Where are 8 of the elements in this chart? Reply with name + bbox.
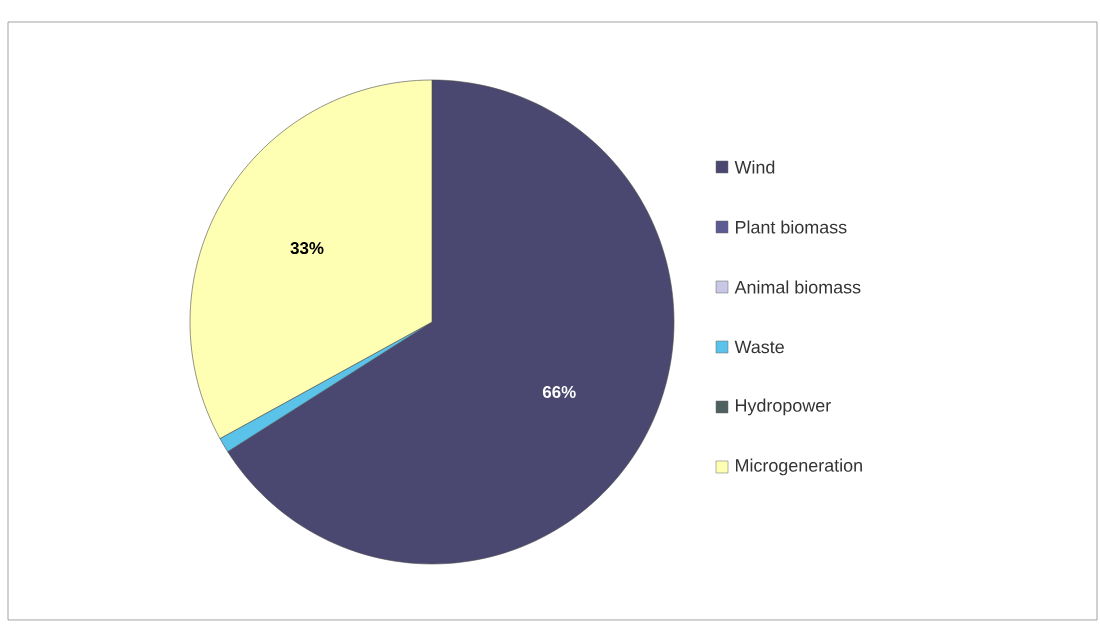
legend-label: Plant biomass <box>735 220 847 234</box>
legend-label: Hydropower <box>735 398 831 416</box>
data-label: 66% <box>542 385 576 398</box>
legend-label: Waste <box>734 340 784 354</box>
legend-label: Wind <box>734 160 775 174</box>
legend-label: Microgeneration <box>735 458 862 476</box>
legend-label: Animal biomass <box>734 280 861 294</box>
data-label: 33% <box>290 242 324 255</box>
